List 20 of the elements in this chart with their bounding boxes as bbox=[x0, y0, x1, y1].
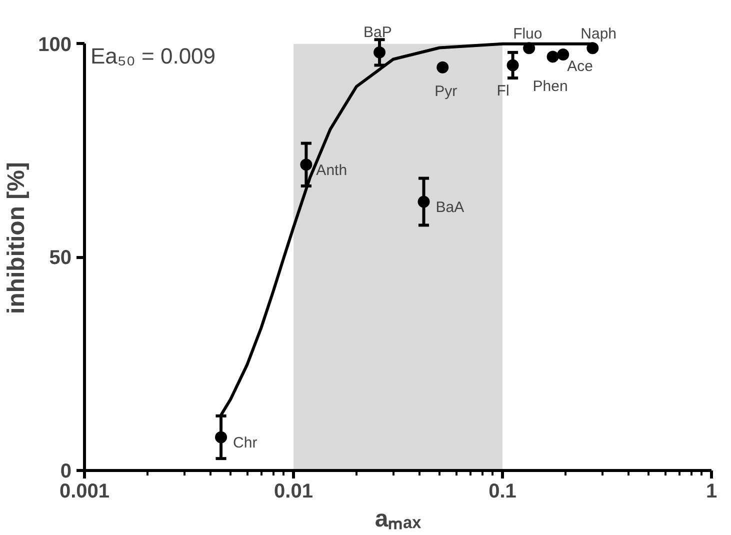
x-tick-label: 0.1 bbox=[488, 480, 516, 502]
annotation: Ace bbox=[567, 58, 593, 76]
y-tick-label: 100 bbox=[38, 34, 72, 56]
annotation: Fl bbox=[496, 82, 510, 100]
y-tick-label: 50 bbox=[49, 247, 72, 270]
annotation: Naph bbox=[580, 26, 617, 43]
x-tick-label: 1 bbox=[706, 480, 718, 502]
annotation: Chr bbox=[233, 434, 258, 452]
annotation: BaP bbox=[364, 24, 392, 41]
y-tick-label: 0 bbox=[60, 460, 72, 482]
x-tick-label: 0.01 bbox=[274, 480, 313, 502]
annotation: Pyr bbox=[434, 82, 458, 100]
annotation: Ea₅₀ = 0.009 bbox=[90, 43, 216, 68]
annotation: Phen bbox=[532, 78, 568, 96]
x-tick-label: 0.001 bbox=[59, 480, 110, 502]
annotation: Anth bbox=[316, 162, 348, 180]
x-axis-title: aₘₐₓ bbox=[374, 506, 422, 532]
annotation: Fluo bbox=[513, 26, 542, 43]
y-axis-title: inhibition [%] bbox=[3, 162, 30, 314]
annotation: BaA bbox=[436, 199, 464, 216]
